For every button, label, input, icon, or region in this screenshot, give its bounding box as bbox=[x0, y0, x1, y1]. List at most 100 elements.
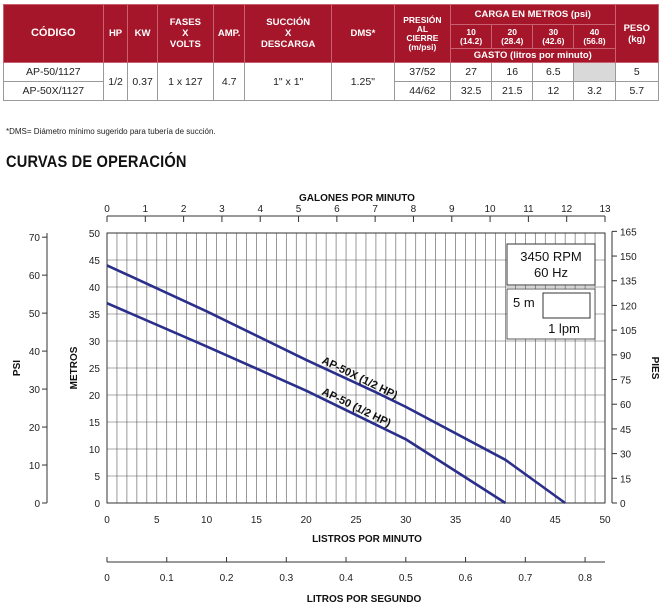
scale-horizontal-text: 1 lpm bbox=[548, 321, 580, 336]
header-kw: KW bbox=[127, 4, 158, 63]
pies-axis-tick-label: 150 bbox=[620, 252, 637, 263]
metros-axis-title: METROS bbox=[69, 346, 80, 389]
lps-axis-tick-label: 0.2 bbox=[220, 573, 234, 584]
header-presion-line-3: CIERRE bbox=[406, 32, 439, 43]
header-gasto: GASTO (litros por minuto) bbox=[450, 48, 616, 63]
header-carga-10-psi: (14.2) bbox=[459, 35, 483, 46]
y-metros-tick-label: 30 bbox=[89, 337, 101, 348]
cell-fases: 1 x 127 bbox=[156, 62, 214, 101]
top-axis-tick-label: 12 bbox=[561, 204, 573, 215]
pies-axis-tick-label: 45 bbox=[620, 425, 632, 436]
pies-axis-tick-label: 135 bbox=[620, 277, 637, 288]
top-axis-tick-label: 10 bbox=[485, 204, 497, 215]
top-axis-tick-label: 4 bbox=[257, 204, 263, 215]
psi-axis-tick-label: 50 bbox=[29, 309, 41, 320]
row-2-peso: 5.7 bbox=[614, 81, 660, 101]
hz-text: 60 Hz bbox=[534, 265, 568, 280]
header-presion-line-2: AL bbox=[416, 23, 429, 34]
pies-axis-title: PIES bbox=[649, 357, 660, 380]
header-peso-line-2: (kg) bbox=[628, 33, 646, 45]
header-carga-30-psi: (42.6) bbox=[542, 35, 565, 46]
x-primary-tick-label: 35 bbox=[450, 515, 462, 526]
top-axis-tick-label: 13 bbox=[599, 204, 611, 215]
pies-axis-tick-label: 15 bbox=[620, 474, 632, 485]
x-primary-tick-label: 40 bbox=[500, 515, 512, 526]
pies-axis-tick-label: 90 bbox=[620, 351, 632, 362]
row-2-presion: 44/62 bbox=[393, 81, 452, 101]
psi-axis-tick-label: 20 bbox=[29, 423, 41, 434]
rpm-box bbox=[506, 243, 596, 286]
pies-axis-tick-label: 105 bbox=[620, 326, 637, 337]
header-peso-line-1: PESO bbox=[623, 22, 650, 34]
cell-hp: 1/2 bbox=[102, 62, 129, 101]
cell-dms: 1.25" bbox=[330, 62, 395, 101]
pies-axis-tick-label: 30 bbox=[620, 450, 632, 461]
header-dms: DMS* bbox=[330, 4, 395, 63]
top-axis-tick-label: 6 bbox=[334, 204, 340, 215]
header-carga: CARGA EN METROS (psi) bbox=[450, 4, 616, 25]
top-axis-title: GALONES POR MINUTO bbox=[299, 193, 415, 204]
header-fases-line-3: VOLTS bbox=[169, 39, 201, 50]
top-axis-tick-label: 3 bbox=[219, 204, 225, 215]
header-presion: PRESIÓN AL CIERRE (m/psi) bbox=[393, 4, 452, 63]
top-axis-tick-label: 2 bbox=[181, 204, 187, 215]
psi-axis-tick-label: 10 bbox=[29, 461, 41, 472]
x-primary-tick-label: 45 bbox=[550, 515, 562, 526]
header-carga-40-m: 40 bbox=[589, 26, 600, 37]
y-metros-tick-label: 15 bbox=[89, 418, 101, 429]
header-carga-10: 10 (14.2) bbox=[450, 24, 493, 49]
header-carga-20-m: 20 bbox=[507, 26, 517, 37]
row-1-gasto-30: 6.5 bbox=[532, 62, 575, 82]
lps-axis-tick-label: 0.1 bbox=[160, 573, 174, 584]
ap-50-curve bbox=[106, 302, 507, 505]
header-succion-line-2: X bbox=[285, 28, 292, 39]
row-2-gasto-20: 21.5 bbox=[491, 81, 534, 101]
y-metros-tick-label: 5 bbox=[94, 472, 100, 483]
scale-unit-cell bbox=[542, 292, 591, 319]
x-primary-tick-label: 25 bbox=[350, 515, 362, 526]
x-primary-tick-label: 20 bbox=[301, 515, 313, 526]
x-primary-tick-label: 0 bbox=[104, 515, 110, 526]
scale-vertical-text: 5 m bbox=[513, 295, 535, 310]
lps-axis-tick-label: 0 bbox=[104, 573, 110, 584]
y-metros-tick-label: 0 bbox=[94, 499, 100, 510]
row-2-gasto-40: 3.2 bbox=[573, 81, 616, 101]
header-carga-40-psi: (56.8) bbox=[583, 35, 606, 46]
lps-axis-tick-label: 0.7 bbox=[518, 573, 532, 584]
psi-axis-tick-label: 60 bbox=[29, 271, 41, 282]
psi-axis-title: PSI bbox=[12, 360, 23, 376]
lps-axis-tick-label: 0.5 bbox=[399, 573, 413, 584]
header-fases-line-1: FASES bbox=[169, 17, 201, 28]
psi-axis-tick-label: 0 bbox=[34, 499, 40, 510]
row-2-codigo: AP-50X/1127 bbox=[3, 81, 104, 101]
lps-axis-tick-label: 0.3 bbox=[279, 573, 293, 584]
cell-kw: 0.37 bbox=[127, 62, 158, 101]
header-presion-line-4: (m/psi) bbox=[408, 41, 437, 52]
row-2-gasto-10: 32.5 bbox=[450, 81, 493, 101]
top-axis-tick-label: 9 bbox=[449, 204, 455, 215]
x-primary-tick-label: 30 bbox=[400, 515, 412, 526]
pies-axis-tick-label: 165 bbox=[620, 227, 637, 238]
top-axis-tick-label: 0 bbox=[104, 204, 110, 215]
spec-table: CÓDIGO HP KW FASES X VOLTS AMP. SUCCIÓN … bbox=[3, 4, 660, 101]
x-primary-tick-label: 15 bbox=[251, 515, 263, 526]
rpm-text: 3450 RPM bbox=[520, 249, 581, 264]
section-title: CURVAS DE OPERACIÓN bbox=[6, 152, 187, 171]
row-1-presion: 37/52 bbox=[393, 62, 452, 82]
psi-axis-tick-label: 40 bbox=[29, 347, 41, 358]
header-carga-30-m: 30 bbox=[548, 26, 559, 37]
y-metros-tick-label: 35 bbox=[89, 310, 101, 321]
row-1-peso: 5 bbox=[614, 62, 660, 82]
y-metros-tick-label: 20 bbox=[89, 391, 101, 402]
lps-axis-tick-label: 0.4 bbox=[339, 573, 353, 584]
header-amp: AMP. bbox=[212, 4, 246, 63]
top-axis-tick-label: 7 bbox=[372, 204, 378, 215]
pies-axis-tick-label: 60 bbox=[620, 400, 632, 411]
y-metros-tick-label: 40 bbox=[89, 283, 101, 294]
psi-axis-tick-label: 30 bbox=[29, 385, 41, 396]
ap-50x-curve bbox=[106, 264, 566, 505]
top-axis-tick-label: 11 bbox=[523, 204, 534, 215]
header-presion-line-1: PRESIÓN bbox=[403, 14, 442, 25]
chart-axes: 0 5 10 15 20 25 30 35 40 45 5005101520253035404550… bbox=[29, 204, 637, 584]
